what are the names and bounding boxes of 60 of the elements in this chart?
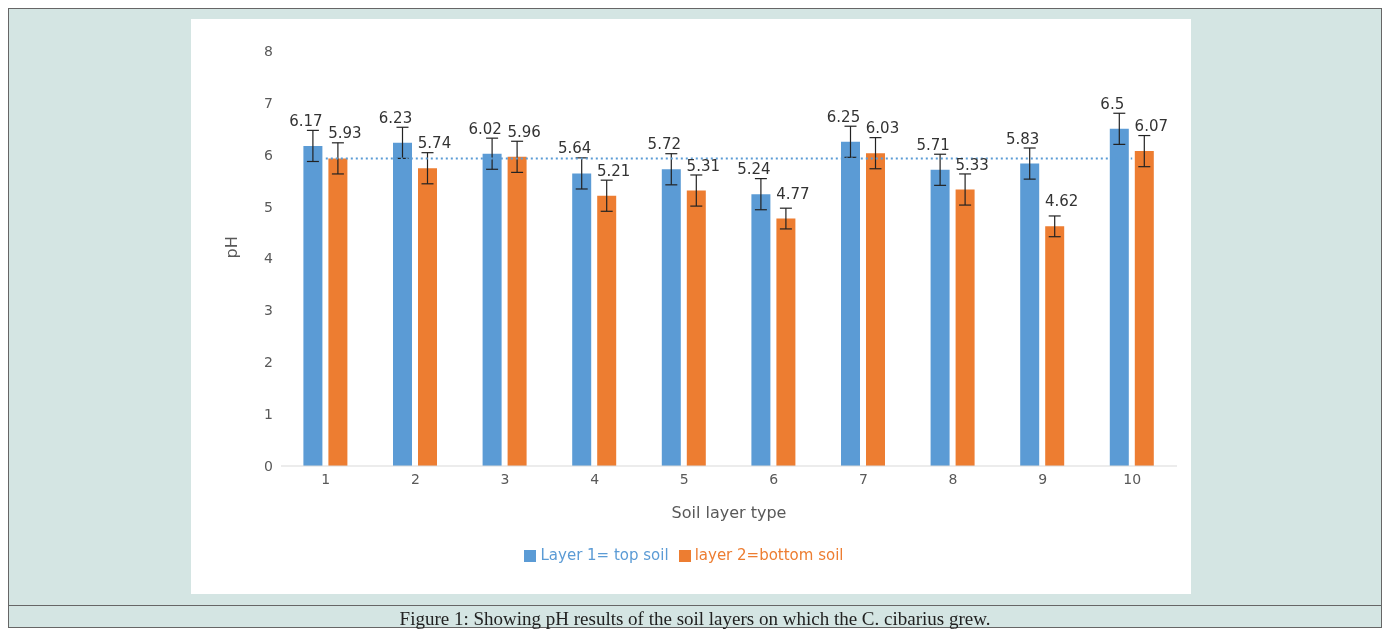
bar <box>572 173 592 466</box>
data-label: 5.33 <box>955 155 989 174</box>
bar <box>418 168 437 466</box>
data-label: 5.96 <box>507 122 541 141</box>
y-tick-label: 2 <box>264 354 273 371</box>
bar <box>328 158 348 466</box>
x-axis-title: Soil layer type <box>671 503 787 522</box>
y-tick-label: 3 <box>264 302 273 319</box>
x-tick-label: 9 <box>1038 470 1048 487</box>
data-label: 5.83 <box>1006 129 1040 148</box>
x-tick-label: 3 <box>500 470 510 487</box>
y-tick-label: 7 <box>264 94 273 111</box>
x-tick-label: 7 <box>858 470 868 487</box>
data-label: 4.62 <box>1045 192 1079 211</box>
bar <box>661 169 681 466</box>
x-tick-label: 6 <box>769 470 779 487</box>
bar <box>597 195 617 466</box>
bar <box>866 153 885 466</box>
bar <box>1134 151 1154 466</box>
bar <box>1020 163 1040 466</box>
bar <box>930 169 950 466</box>
y-tick-label: 1 <box>264 406 273 423</box>
data-label: 6.5 <box>1100 94 1125 113</box>
data-label: 6.23 <box>378 108 413 127</box>
x-tick-label: 1 <box>321 470 331 487</box>
y-tick-label: 8 <box>264 42 273 59</box>
bar <box>303 145 323 466</box>
legend-label: layer 2=bottom soil <box>694 546 844 564</box>
y-tick-label: 4 <box>264 250 274 267</box>
data-label: 5.71 <box>916 135 950 154</box>
bar <box>686 190 706 466</box>
caption: Figure 1: Showing pH results of the soil layers on which the C. cibarius grew. <box>399 608 991 629</box>
data-label: 5.31 <box>686 156 720 175</box>
x-tick-label: 4 <box>590 470 600 487</box>
legend-label: Layer 1= top soil <box>540 546 669 564</box>
data-label: 6.17 <box>289 111 323 130</box>
bar <box>776 218 796 466</box>
x-tick-label: 5 <box>679 470 689 487</box>
data-label: 6.07 <box>1134 117 1168 136</box>
y-axis-title: pH <box>221 236 241 259</box>
data-label: 5.72 <box>647 135 681 154</box>
data-label: 6.25 <box>826 107 861 126</box>
data-label: 6.03 <box>865 119 900 138</box>
bar <box>507 156 527 466</box>
x-tick-label: 2 <box>410 470 420 487</box>
y-tick-label: 5 <box>264 198 273 215</box>
y-tick-label: 0 <box>264 457 273 474</box>
bar <box>1045 226 1065 466</box>
data-label: 4.77 <box>776 184 810 203</box>
x-tick-label: 10 <box>1123 470 1142 487</box>
x-tick-label: 8 <box>948 470 958 487</box>
data-label: 6.02 <box>468 119 502 138</box>
data-label: 5.24 <box>737 160 771 179</box>
data-label: 5.21 <box>597 161 631 180</box>
bar <box>955 189 975 466</box>
data-label: 5.74 <box>417 134 452 153</box>
data-label: 5.64 <box>558 139 592 158</box>
data-label: 5.93 <box>328 124 362 143</box>
bar <box>751 194 771 466</box>
y-tick-label: 6 <box>264 146 274 163</box>
